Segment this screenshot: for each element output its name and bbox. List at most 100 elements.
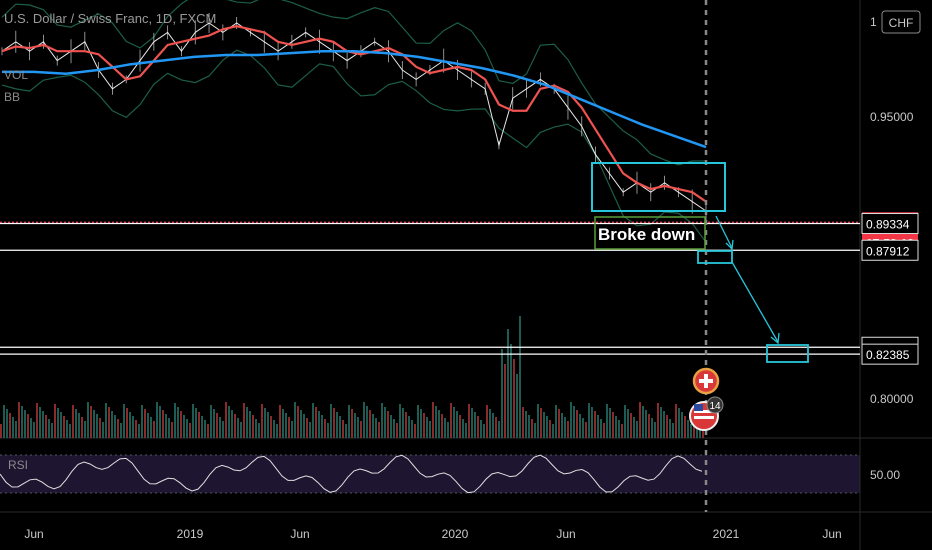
volume-bar (324, 419, 326, 438)
volume-bar (474, 412, 476, 438)
volume-bar (549, 420, 551, 438)
volume-bar (0, 424, 2, 438)
volume-bar (285, 413, 287, 438)
projection-arrow-1[interactable] (715, 215, 733, 249)
volume-bar (657, 403, 659, 438)
volume-bar (318, 411, 320, 438)
volume-bar (21, 406, 23, 438)
volume-bar (432, 402, 434, 438)
volume-bar (612, 412, 614, 438)
indicator-label-vol[interactable]: VOL (4, 68, 28, 82)
volume-bar (399, 404, 401, 438)
event-count-badge (706, 396, 724, 414)
swiss-event-badge[interactable] (692, 367, 720, 395)
symbol-title[interactable]: U.S. Dollar / Swiss Franc, 1D, FXCM (4, 11, 216, 26)
volume-bar (297, 406, 299, 438)
time-axis-label: Jun (24, 527, 43, 541)
volume-bar (537, 404, 539, 438)
volume-bar (402, 408, 404, 438)
volume-bar (51, 423, 53, 438)
volume-bar (306, 418, 308, 438)
volume-bar (24, 410, 26, 438)
volume-bar (528, 415, 530, 438)
volume-bar (42, 411, 44, 438)
volume-bar (495, 417, 497, 438)
range-rectangle[interactable] (591, 162, 726, 212)
volume-bar (222, 421, 224, 438)
volume-bar (381, 403, 383, 438)
volume-bar (504, 364, 506, 438)
volume-bar (270, 416, 272, 438)
volume-bar (159, 406, 161, 438)
volume-bar (327, 423, 329, 438)
broke-down-label-box[interactable] (594, 216, 706, 250)
volume-bar (27, 414, 29, 438)
volume-bar (450, 403, 452, 438)
volume-bar (459, 415, 461, 438)
volume-bar (351, 409, 353, 438)
rsi-line (0, 454, 703, 494)
us-event-badge[interactable]: 14 (689, 396, 724, 431)
volume-bar (147, 413, 149, 438)
volume-bar (174, 403, 176, 438)
ma-short-line (1, 25, 707, 203)
volume-bar (12, 417, 14, 438)
volume-bar (429, 421, 431, 438)
target-box-2[interactable] (766, 344, 809, 363)
volume-bar (684, 416, 686, 438)
volume-bar (594, 411, 596, 438)
volume-bar (183, 415, 185, 438)
volume-bar (291, 421, 293, 438)
price-tick-top: 1 (870, 15, 877, 29)
volume-bar (276, 424, 278, 438)
time-axis-label: 2021 (713, 527, 740, 541)
volume-bar (192, 404, 194, 438)
volume-bar (600, 419, 602, 438)
volume-bar (111, 411, 113, 438)
volume-bar (516, 374, 518, 438)
projection-arrow-2[interactable] (731, 261, 779, 343)
volume-bar (396, 423, 398, 438)
volume-bar (123, 404, 125, 438)
volume-bar (345, 424, 347, 438)
volume-bar (141, 405, 143, 438)
currency-badge[interactable] (881, 10, 921, 34)
volume-bar (33, 422, 35, 438)
volume-bar (606, 404, 608, 438)
volume-bar (246, 407, 248, 438)
time-axis-label: Jun (290, 527, 309, 541)
volume-bar (45, 415, 47, 438)
volume-bar (309, 422, 311, 438)
target-box-1[interactable] (697, 250, 733, 264)
volume-bar (660, 407, 662, 438)
volume-bar (597, 415, 599, 438)
volume-bar (438, 410, 440, 438)
volume-bar (180, 411, 182, 438)
level-price-tag (861, 213, 919, 235)
volume-bar (567, 421, 569, 438)
volume-bar (603, 423, 605, 438)
time-axis: Jun 2019 Jun 2020 Jun 2021 Jun (24, 527, 841, 541)
volume-bar (93, 410, 95, 438)
volume-bar (114, 415, 116, 438)
projection-arrow-1-head (725, 239, 734, 251)
volume-bar (216, 413, 218, 438)
volume-bar (312, 403, 314, 438)
volume-bar (678, 408, 680, 438)
volume-bar (522, 407, 524, 438)
volume-bar (204, 420, 206, 438)
volume-bar (210, 405, 212, 438)
volume-bars (0, 316, 704, 438)
volume-bar (492, 413, 494, 438)
projection-arrows[interactable] (715, 215, 780, 345)
rsi-label[interactable]: RSI (8, 458, 28, 472)
volume-bar (375, 418, 377, 438)
volume-bar (540, 408, 542, 438)
currency-label: CHF (889, 16, 914, 30)
broke-down-label[interactable]: Broke down (598, 225, 695, 244)
indicator-label-bb[interactable]: BB (4, 90, 20, 104)
horizontal-levels[interactable] (0, 221, 860, 355)
volume-bar (531, 419, 533, 438)
volume-bar (624, 405, 626, 438)
